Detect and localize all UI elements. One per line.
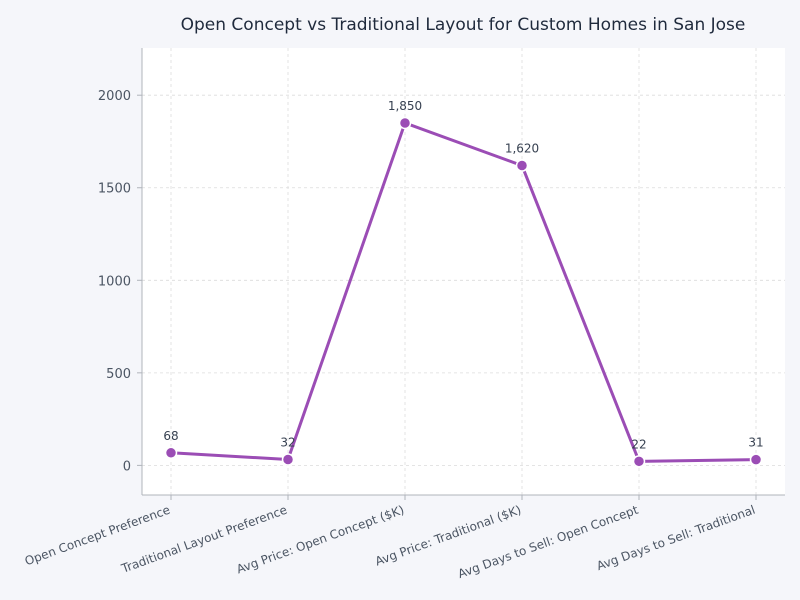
y-tick-label: 1500 [98,182,131,197]
grid [142,48,785,495]
data-label: 31 [748,436,763,450]
data-labels: 68 32 1,850 1,620 22 31 [163,99,763,451]
data-label: 32 [280,435,295,449]
series-layer [164,116,763,468]
series-line [169,121,758,463]
y-tick-label: 0 [123,459,131,474]
data-point [632,455,646,468]
y-tick-label: 500 [106,367,131,382]
axes [141,48,785,496]
data-label: 68 [163,429,178,443]
data-point [515,159,529,172]
data-point [164,446,178,460]
y-tick-label: 2000 [98,89,131,104]
data-label: 1,850 [388,99,422,113]
data-label: 1,620 [505,142,539,156]
plot-area [142,48,785,495]
data-point [398,116,412,130]
data-point [749,453,763,466]
y-tick-label: 1000 [98,274,131,289]
data-point [281,453,295,466]
y-axis-ticks: 0 500 1000 1500 2000 [98,89,142,474]
data-label: 22 [631,437,646,451]
chart-title: Open Concept vs Traditional Layout for C… [181,15,746,35]
